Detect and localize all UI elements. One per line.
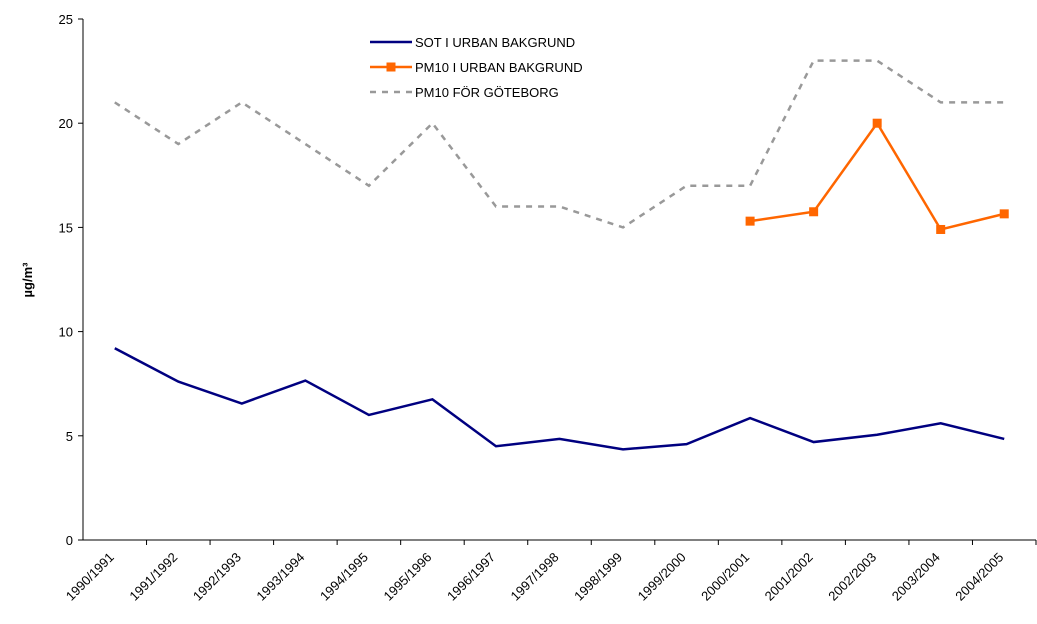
marker xyxy=(872,118,882,128)
marker xyxy=(745,216,755,226)
series-line xyxy=(114,59,1005,229)
x-tick-label: 2004/2005 xyxy=(952,550,1006,604)
marker xyxy=(999,209,1009,219)
marker xyxy=(809,207,819,217)
x-tick-label: 2002/2003 xyxy=(825,550,879,604)
y-axis-label: µg/m³ xyxy=(20,262,35,298)
x-tick-label: 2003/2004 xyxy=(889,550,943,604)
x-tick-label: 1995/1996 xyxy=(380,550,434,604)
series-line xyxy=(749,120,1005,231)
x-tick-label: 1993/1994 xyxy=(253,550,307,604)
y-tick-label: 5 xyxy=(66,429,73,444)
x-tick-label: 1991/1992 xyxy=(126,550,180,604)
x-tick-label: 1994/1995 xyxy=(317,550,371,604)
x-tick-label: 1998/1999 xyxy=(571,550,625,604)
legend-label: SOT I URBAN BAKGRUND xyxy=(415,35,575,50)
y-tick-label: 10 xyxy=(59,325,73,340)
x-tick-label: 2001/2002 xyxy=(762,550,816,604)
x-tick-label: 2000/2001 xyxy=(698,550,752,604)
marker xyxy=(936,224,946,234)
y-tick-label: 0 xyxy=(66,533,73,548)
x-tick-label: 1999/2000 xyxy=(635,550,689,604)
y-tick-label: 15 xyxy=(59,220,73,235)
x-tick-label: 1990/1991 xyxy=(63,550,117,604)
x-tick-label: 1997/1998 xyxy=(508,550,562,604)
legend-label: PM10 I URBAN BAKGRUND xyxy=(415,60,583,75)
legend-marker xyxy=(386,62,396,72)
y-tick-label: 20 xyxy=(59,116,73,131)
series-line xyxy=(114,347,1005,451)
x-tick-label: 1996/1997 xyxy=(444,550,498,604)
x-tick-label: 1992/1993 xyxy=(190,550,244,604)
y-tick-label: 25 xyxy=(59,12,73,27)
legend-label: PM10 FÖR GÖTEBORG xyxy=(415,85,559,100)
